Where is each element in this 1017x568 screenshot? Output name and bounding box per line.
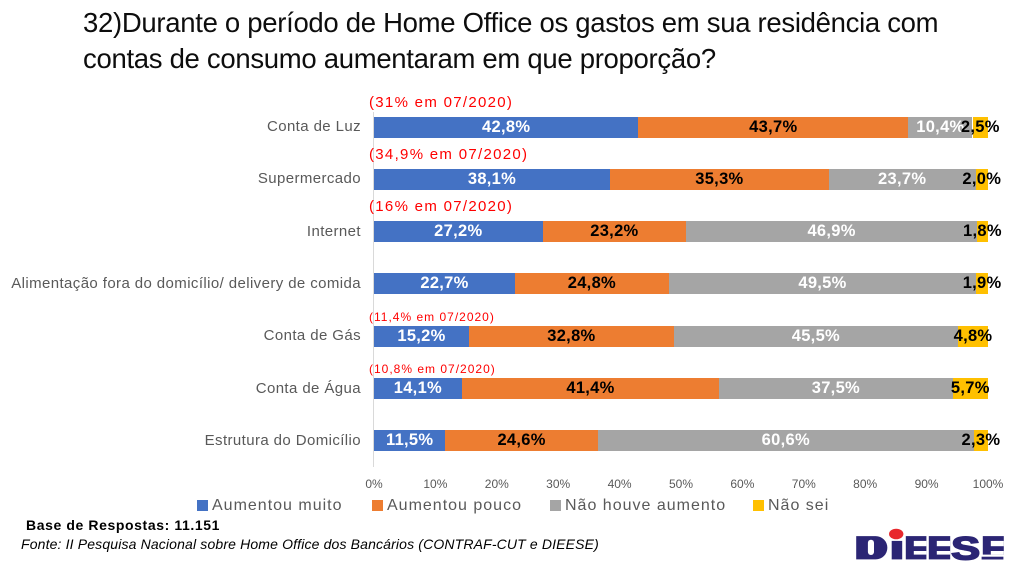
svg-text:S: S [951,530,980,566]
